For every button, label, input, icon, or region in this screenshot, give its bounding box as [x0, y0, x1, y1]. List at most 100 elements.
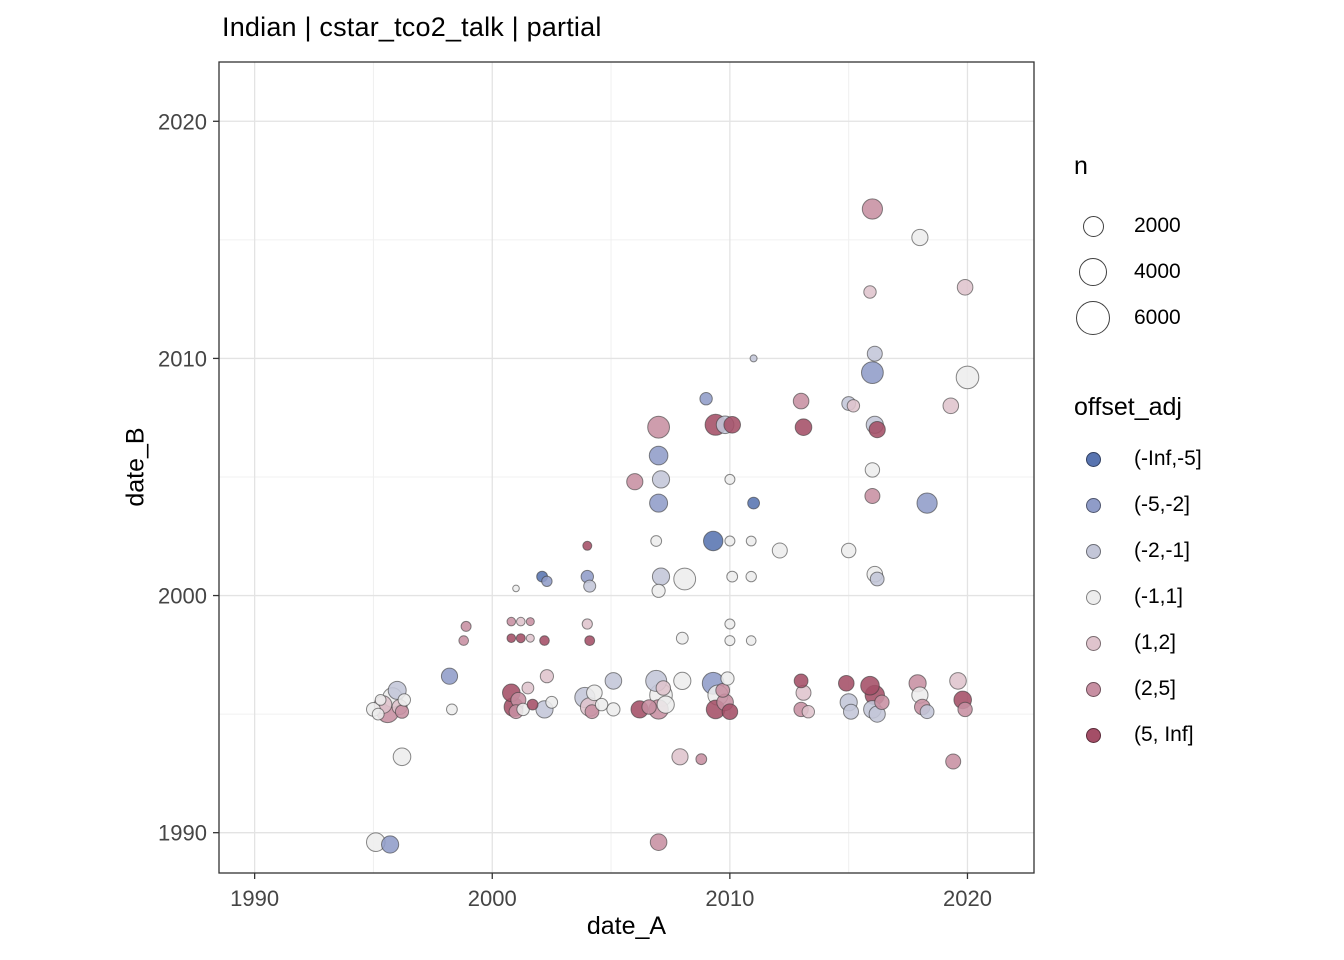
color-legend-dot-icon: [1085, 727, 1101, 743]
data-point: [650, 535, 663, 547]
y-tick-label: 2020: [158, 109, 207, 134]
color-legend-label: (-2,-1]: [1134, 539, 1191, 562]
data-point: [392, 747, 412, 767]
data-point: [675, 631, 689, 645]
color-legend-label: (2,5]: [1134, 677, 1177, 700]
y-tick-label: 2000: [158, 584, 207, 609]
data-point: [541, 575, 553, 587]
color-legend-row: (-2,-1]: [1064, 528, 1334, 574]
panel-border: [218, 61, 1035, 874]
data-point: [955, 365, 980, 390]
data-point: [868, 421, 886, 439]
data-point: [394, 704, 410, 719]
size-legend-title: n: [1074, 152, 1088, 180]
data-point: [703, 530, 724, 552]
color-legend-label: (-1,1]: [1134, 585, 1184, 608]
data-point: [860, 675, 880, 696]
x-tick-label: 2000: [468, 886, 517, 911]
data-point: [794, 418, 813, 437]
color-legend-symbol-cell: [1064, 727, 1122, 743]
data-point: [861, 361, 884, 385]
plot-title: Indian | cstar_tco2_talk | partial: [222, 12, 602, 42]
data-point: [648, 445, 669, 466]
data-point: [745, 570, 757, 583]
color-legend-row: (-Inf,-5]: [1064, 436, 1334, 482]
data-point: [649, 493, 669, 513]
points-group: [366, 198, 980, 854]
data-point: [724, 535, 736, 547]
data-point: [539, 635, 550, 646]
data-point: [838, 675, 855, 692]
data-point: [695, 753, 708, 766]
color-legend-entries: (-Inf,-5] (-5,-2] (-2,-1] (-1,1] (1,2] (2,5] (…: [1064, 436, 1334, 758]
data-point: [516, 616, 526, 627]
color-legend-dot-icon: [1085, 451, 1101, 467]
color-legend-symbol-cell: [1064, 635, 1122, 651]
data-point: [792, 392, 810, 410]
data-point: [745, 535, 757, 547]
color-legend-dot-icon: [1085, 635, 1101, 651]
size-legend-label: 4000: [1134, 260, 1181, 283]
data-point: [749, 354, 758, 363]
color-legend-label: (-Inf,-5]: [1134, 447, 1202, 470]
data-point: [911, 228, 929, 247]
color-legend-symbol-cell: [1064, 543, 1122, 559]
data-point: [673, 671, 692, 691]
data-point: [626, 473, 644, 491]
panel-background: [219, 62, 1034, 873]
color-legend-dot-icon: [1085, 497, 1101, 513]
data-point: [843, 703, 859, 720]
color-legend-dot-icon: [1085, 543, 1101, 559]
color-legend-label: (-5,-2]: [1134, 493, 1191, 516]
data-point: [723, 416, 742, 434]
data-point: [655, 680, 671, 696]
data-point: [581, 618, 593, 630]
data-point: [656, 695, 675, 714]
data-point: [942, 397, 960, 415]
size-legend-row: 6000: [1064, 295, 1334, 341]
size-legend-circle-icon: [1076, 301, 1110, 335]
size-legend-symbol-cell: [1064, 258, 1122, 286]
data-point: [745, 635, 757, 646]
data-point: [864, 488, 881, 504]
size-legend: n 2000 4000 6000: [1064, 152, 1334, 341]
color-legend-symbol-cell: [1064, 589, 1122, 605]
data-point: [793, 673, 809, 689]
data-point: [673, 567, 697, 591]
size-legend-symbol-cell: [1064, 301, 1122, 335]
size-legend-label: 2000: [1134, 214, 1181, 237]
color-legend-dot-icon: [1085, 681, 1101, 697]
color-legend-row: (-1,1]: [1064, 574, 1334, 620]
data-point: [863, 285, 877, 299]
data-point: [458, 635, 469, 646]
data-point: [381, 835, 400, 854]
x-axis-title: date_A: [586, 912, 667, 940]
data-point: [521, 681, 535, 695]
data-point: [945, 753, 962, 770]
data-point: [515, 633, 526, 644]
color-legend-row: (-5,-2]: [1064, 482, 1334, 528]
y-tick-label: 2010: [158, 346, 207, 371]
data-point: [584, 635, 596, 646]
data-point: [525, 633, 535, 643]
data-point: [506, 633, 517, 644]
data-point: [916, 492, 938, 514]
data-point: [671, 748, 689, 766]
data-point: [584, 704, 600, 720]
data-point: [801, 705, 815, 719]
data-point: [720, 671, 735, 686]
size-legend-row: 4000: [1064, 249, 1334, 295]
data-point: [374, 694, 387, 706]
data-point: [539, 669, 554, 684]
size-legend-row: 2000: [1064, 203, 1334, 249]
data-point: [724, 635, 736, 647]
data-point: [582, 540, 593, 551]
data-point: [512, 584, 520, 593]
data-point: [949, 672, 967, 690]
size-legend-circle-icon: [1079, 258, 1107, 286]
data-point: [874, 694, 890, 710]
panel-group: 1990 2000 2010 2020 1990 2000 2010 2020: [158, 61, 1035, 911]
data-point: [440, 667, 459, 685]
color-legend-label: (5, Inf]: [1134, 723, 1194, 746]
